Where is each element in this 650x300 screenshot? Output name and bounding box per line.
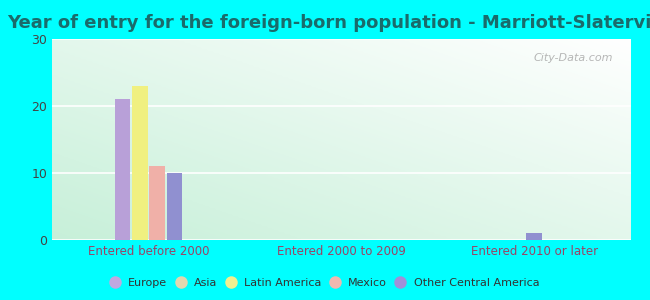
Bar <box>132 86 148 240</box>
Bar <box>150 166 165 240</box>
Title: Year of entry for the foreign-born population - Marriott-Slaterville: Year of entry for the foreign-born popul… <box>6 14 650 32</box>
Bar <box>114 99 130 240</box>
Text: City-Data.com: City-Data.com <box>534 53 613 63</box>
Bar <box>526 233 542 240</box>
Legend: Europe, Asia, Latin America, Mexico, Other Central America: Europe, Asia, Latin America, Mexico, Oth… <box>106 273 544 293</box>
Bar <box>166 173 182 240</box>
